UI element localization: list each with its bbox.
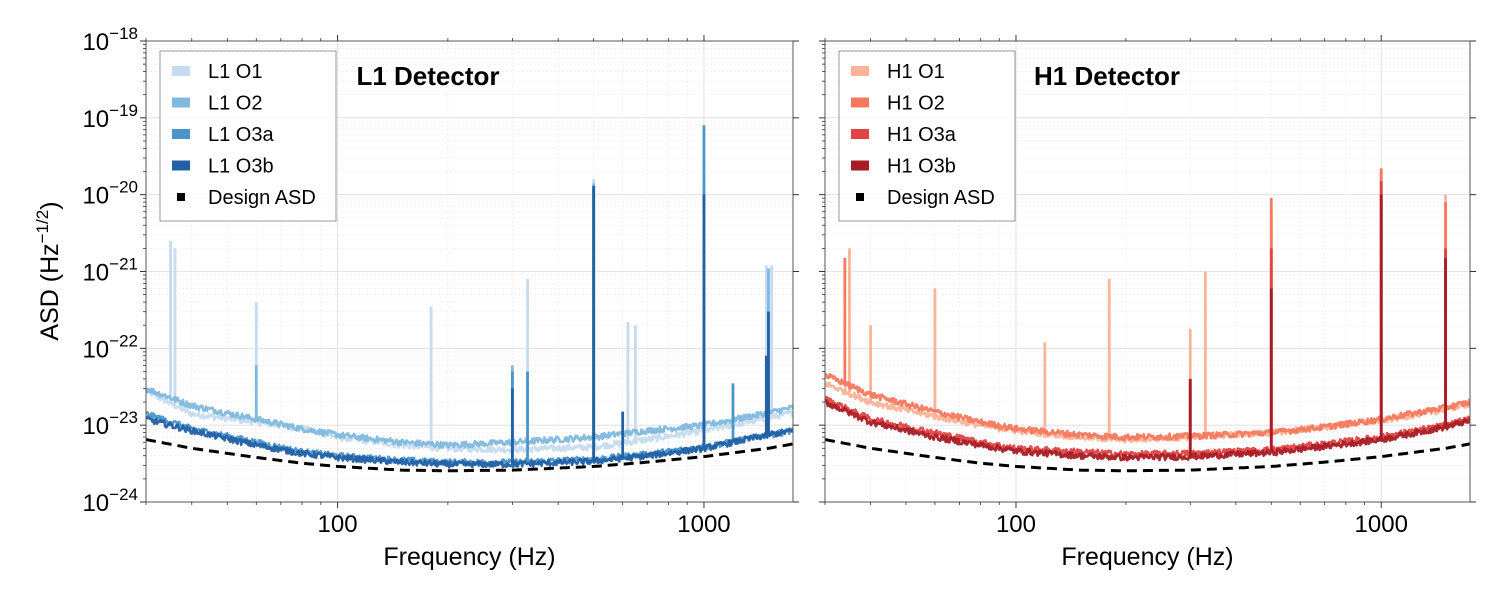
l1-y-tick-base: 10 [82, 260, 109, 287]
h1-legend-swatch-h1-o1 [851, 66, 869, 76]
l1-x-axis-title: Frequency (Hz) [383, 543, 555, 571]
l1-y-tick-label: 10−22 [82, 331, 138, 363]
h1-legend-label-h1-o3a: H1 O3a [887, 124, 957, 146]
l1-y-tick-exponent: −18 [109, 24, 138, 43]
y-axis-title: ASD (Hz−1/2) [33, 201, 64, 340]
h1-legend-label-h1-o3b: H1 O3b [887, 156, 956, 178]
h1-x-tick-label: 1000 [1355, 511, 1408, 538]
l1-legend-swatch-l1-o2 [172, 97, 190, 108]
h1-plot-area [825, 168, 1470, 473]
l1-x-tick-label: 1000 [677, 511, 730, 538]
h1-legend-swatch-h1-o3a [851, 129, 869, 139]
l1-y-tick-label: 10−23 [82, 408, 138, 440]
l1-y-tick-base: 10 [82, 490, 109, 517]
l1-y-tick-exponent: −22 [109, 331, 138, 350]
l1-y-tick-label: 10−19 [82, 101, 138, 133]
l1-y-tick-base: 10 [82, 183, 109, 210]
l1-y-tick-exponent: −20 [109, 178, 138, 197]
h1-legend: H1 O1 H1 O2 H1 O3a H1 O3b Design ASD [838, 50, 1016, 222]
l1-series-l1-o2-curve [146, 387, 793, 449]
h1-legend-swatch-design-asd [856, 193, 864, 201]
l1-legend-label-design-asd: Design ASD [208, 187, 316, 209]
h1-x-axis-title: Frequency (Hz) [1061, 543, 1233, 571]
l1-legend: L1 O1 L1 O2 L1 O3a L1 O3b Design ASD [159, 50, 337, 222]
l1-legend-swatch-l1-o1 [172, 66, 190, 76]
l1-x-tick-label: 100 [318, 511, 358, 538]
l1-y-tick-label: 10−18 [82, 24, 138, 56]
h1-x-tick-label: 100 [996, 511, 1036, 538]
l1-panel-title: L1 Detector [356, 61, 499, 91]
y-axis-title-superscript: −1/2 [33, 210, 52, 244]
h1-series-h1-o3b-curve [825, 399, 1470, 462]
l1-y-tick-base: 10 [82, 336, 109, 363]
l1-legend-swatch-l1-o3a [172, 129, 190, 139]
h1-legend-swatch-h1-o3b [851, 160, 869, 171]
l1-legend-swatch-l1-o3b [172, 160, 190, 171]
l1-y-tick-label: 10−21 [82, 255, 138, 287]
h1-legend-label-h1-o2: H1 O2 [887, 93, 945, 115]
h1-legend-label-design-asd: Design ASD [887, 187, 995, 209]
l1-plot-area [146, 125, 793, 473]
l1-y-tick-base: 10 [82, 413, 109, 440]
l1-y-tick-exponent: −21 [109, 255, 138, 274]
y-axis-title-close: ) [36, 201, 64, 209]
h1-series-design-asd-curve [825, 438, 1470, 473]
h1-legend-label-h1-o1: H1 O1 [887, 61, 945, 83]
l1-y-tick-base: 10 [82, 106, 109, 133]
l1-y-tick-exponent: −23 [109, 408, 138, 427]
h1-panel: 100 1000 H1 Detector Frequency (Hz) H1 O1… [819, 35, 1476, 571]
h1-legend-swatch-h1-o2 [851, 97, 869, 108]
l1-series-design-asd-curve [146, 438, 793, 473]
l1-legend-label-l1-o1: L1 O1 [208, 61, 262, 83]
h1-ticks: 100 1000 [819, 35, 1476, 538]
l1-legend-label-l1-o2: L1 O2 [208, 93, 262, 115]
h1-series-h1-o2-curve [825, 373, 1470, 442]
h1-panel-title: H1 Detector [1034, 61, 1180, 91]
l1-y-tick-label: 10−20 [82, 178, 138, 210]
y-axis-title-base: ASD (Hz [36, 243, 64, 340]
l1-y-tick-exponent: −19 [109, 101, 138, 120]
l1-legend-label-l1-o3a: L1 O3a [208, 124, 274, 146]
l1-legend-label-l1-o3b: L1 O3b [208, 156, 274, 178]
l1-y-tick-label: 10−24 [82, 485, 138, 517]
l1-y-tick-exponent: −24 [109, 485, 138, 504]
l1-legend-swatch-design-asd [177, 193, 185, 201]
l1-y-tick-base: 10 [82, 29, 109, 56]
l1-series-l1-o3b-curve [146, 415, 793, 469]
